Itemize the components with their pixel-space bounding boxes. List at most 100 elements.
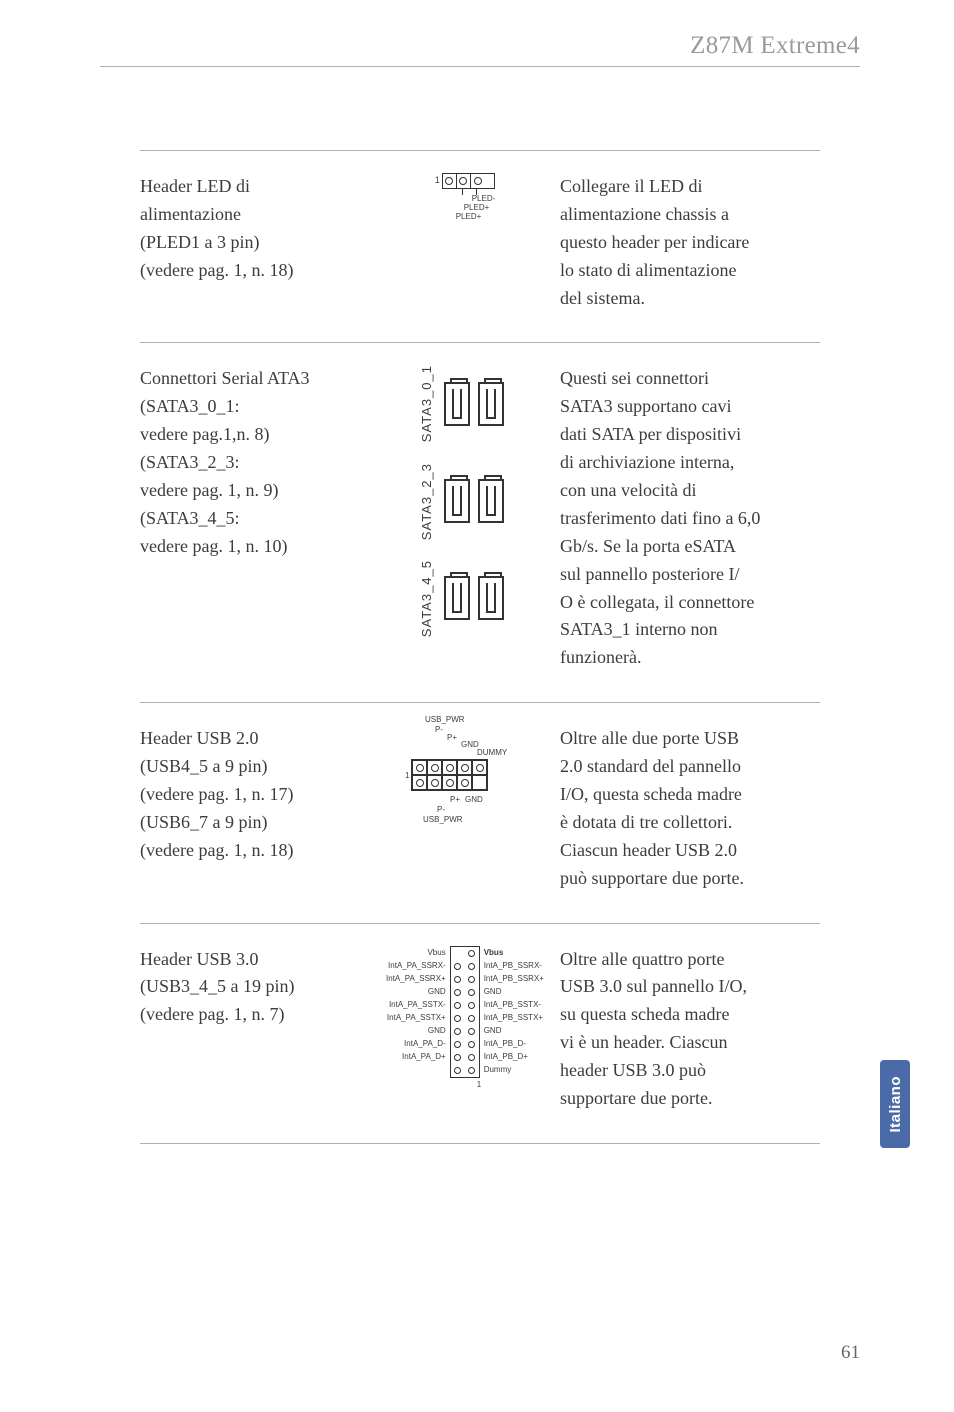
line: Connettori Serial ATA3 (140, 365, 370, 393)
left-text: Header USB 2.0 (USB4_5 a 9 pin) (vedere … (140, 725, 370, 892)
section-usb2: Header USB 2.0 (USB4_5 a 9 pin) (vedere … (140, 702, 820, 922)
section-sata: Connettori Serial ATA3 (SATA3_0_1: veder… (140, 342, 820, 702)
line: funzionerà. (560, 644, 820, 672)
line: trasferimento dati fino a 6,0 (560, 505, 820, 533)
usb3-label: IntA_PB_D- (480, 1037, 544, 1050)
usb2-label: P- (437, 805, 445, 814)
language-label: Italiano (887, 1076, 904, 1133)
line: di archiviazione interna, (560, 449, 820, 477)
section-pled: Header LED di alimentazione (PLED1 a 3 p… (140, 150, 820, 342)
header-title: Z87M Extreme4 (690, 32, 860, 60)
usb2-label: GND (465, 795, 483, 804)
line: SATA3_1 interno non (560, 616, 820, 644)
line: Collegare il LED di (560, 173, 820, 201)
line: (PLED1 a 3 pin) (140, 229, 370, 257)
line: Oltre alle quattro porte (560, 946, 820, 974)
line: su questa scheda madre (560, 1001, 820, 1029)
right-text: Collegare il LED di alimentazione chassi… (560, 173, 820, 312)
right-text: Oltre alle due porte USB 2.0 standard de… (560, 725, 820, 892)
usb3-label: GND (480, 985, 544, 998)
line: Header USB 2.0 (140, 725, 370, 753)
top-rule (100, 66, 860, 67)
usb3-label: IntA_PB_SSRX+ (480, 972, 544, 985)
line: (vedere pag. 1, n. 18) (140, 257, 370, 285)
line: SATA3 supportano cavi (560, 393, 820, 421)
usb3-label: GND (480, 1024, 544, 1037)
usb2-label: DUMMY (477, 748, 507, 757)
line: questo header per indicare (560, 229, 820, 257)
line: (USB3_4_5 a 19 pin) (140, 973, 370, 1001)
usb3-label: IntA_PA_SSRX+ (386, 972, 450, 985)
usb3-label: Vbus (480, 946, 544, 959)
page-number: 61 (841, 1342, 860, 1364)
usb3-diagram: Vbus IntA_PA_SSRX- IntA_PA_SSRX+ GND Int… (370, 946, 560, 1113)
pled-diagram: 1 PLED- PLED+ PLED+ (370, 173, 560, 312)
left-text: Header USB 3.0 (USB3_4_5 a 19 pin) (vede… (140, 946, 370, 1113)
line: con una velocità di (560, 477, 820, 505)
line: (SATA3_2_3: (140, 449, 370, 477)
usb2-label: P+ (450, 795, 460, 804)
line: Oltre alle due porte USB (560, 725, 820, 753)
usb3-label: IntA_PA_SSRX- (386, 959, 450, 972)
line: (USB6_7 a 9 pin) (140, 809, 370, 837)
usb2-label: P- (435, 725, 443, 734)
line: vi è un header. Ciascun (560, 1029, 820, 1057)
sata-label: SATA3_2_3 (419, 463, 434, 540)
line: Gb/s. Se la porta eSATA (560, 533, 820, 561)
sata-diagram: SATA3_0_1 SATA3_2_3 SATA3_4_5 (370, 365, 560, 672)
line: vedere pag.1,n. 8) (140, 421, 370, 449)
usb2-label: USB_PWR (425, 715, 465, 724)
pled-label: PLED+ (456, 213, 496, 222)
usb3-label: IntA_PB_SSTX+ (480, 1011, 544, 1024)
line: alimentazione (140, 201, 370, 229)
section-usb3: Header USB 3.0 (USB3_4_5 a 19 pin) (vede… (140, 923, 820, 1144)
line: USB 3.0 sul pannello I/O, (560, 973, 820, 1001)
line: (USB4_5 a 9 pin) (140, 753, 370, 781)
pin1: 1 (477, 1080, 481, 1089)
left-text: Header LED di alimentazione (PLED1 a 3 p… (140, 173, 370, 312)
usb2-label: USB_PWR (423, 815, 463, 824)
usb2-diagram: USB_PWR P- P+ GND DUMMY 1 (370, 725, 560, 892)
pin1: 1 (435, 175, 440, 185)
line: (vedere pag. 1, n. 7) (140, 1001, 370, 1029)
line: lo stato di alimentazione (560, 257, 820, 285)
usb3-label: Dummy (480, 1063, 544, 1076)
usb2-label: P+ (447, 733, 457, 742)
line: header USB 3.0 può (560, 1057, 820, 1085)
line: vedere pag. 1, n. 10) (140, 533, 370, 561)
usb3-label: IntA_PA_SSTX+ (386, 1011, 450, 1024)
pin1: 1 (405, 771, 409, 780)
line: 2.0 standard del pannello (560, 753, 820, 781)
usb3-label: IntA_PB_SSTX- (480, 998, 544, 1011)
line: Ciascun header USB 2.0 (560, 837, 820, 865)
line: sul pannello posteriore I/ (560, 561, 820, 589)
usb3-label: GND (386, 985, 450, 998)
content: Header LED di alimentazione (PLED1 a 3 p… (140, 150, 820, 1144)
usb3-label: IntA_PB_D+ (480, 1050, 544, 1063)
usb3-label: Vbus (386, 946, 450, 959)
usb3-label: IntA_PA_SSTX- (386, 998, 450, 1011)
right-text: Oltre alle quattro porte USB 3.0 sul pan… (560, 946, 820, 1113)
line: I/O, questa scheda madre (560, 781, 820, 809)
line: (vedere pag. 1, n. 18) (140, 837, 370, 865)
usb3-label: IntA_PA_D+ (386, 1050, 450, 1063)
line: Questi sei connettori (560, 365, 820, 393)
sata-label: SATA3_4_5 (419, 560, 434, 637)
line: Header USB 3.0 (140, 946, 370, 974)
line: (SATA3_4_5: (140, 505, 370, 533)
line: può supportare due porte. (560, 865, 820, 893)
line: alimentazione chassis a (560, 201, 820, 229)
left-text: Connettori Serial ATA3 (SATA3_0_1: veder… (140, 365, 370, 672)
right-text: Questi sei connettori SATA3 supportano c… (560, 365, 820, 672)
usb3-label: IntA_PB_SSRX- (480, 959, 544, 972)
line: O è collegata, il connettore (560, 589, 820, 617)
sata-label: SATA3_0_1 (419, 365, 434, 442)
line: è dotata di tre collettori. (560, 809, 820, 837)
line: (vedere pag. 1, n. 17) (140, 781, 370, 809)
line: dati SATA per dispositivi (560, 421, 820, 449)
language-tab: Italiano (880, 1060, 910, 1148)
line: del sistema. (560, 285, 820, 313)
usb3-label: IntA_PA_D- (386, 1037, 450, 1050)
line: Header LED di (140, 173, 370, 201)
line: (SATA3_0_1: (140, 393, 370, 421)
